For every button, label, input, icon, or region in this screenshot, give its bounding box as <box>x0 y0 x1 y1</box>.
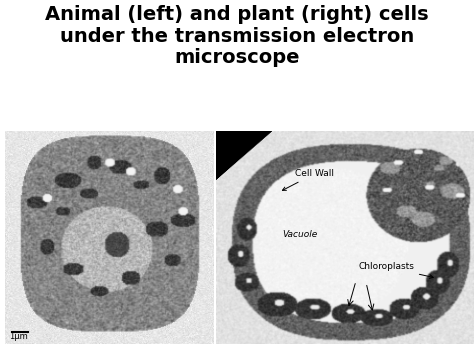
Text: Chloroplasts: Chloroplasts <box>358 262 433 278</box>
Text: Animal (left) and plant (right) cells
under the transmission electron
microscope: Animal (left) and plant (right) cells un… <box>45 5 429 67</box>
Text: 1μm: 1μm <box>9 332 28 340</box>
Text: Vacuole: Vacuole <box>282 230 317 239</box>
Text: Cell Wall: Cell Wall <box>283 169 334 190</box>
